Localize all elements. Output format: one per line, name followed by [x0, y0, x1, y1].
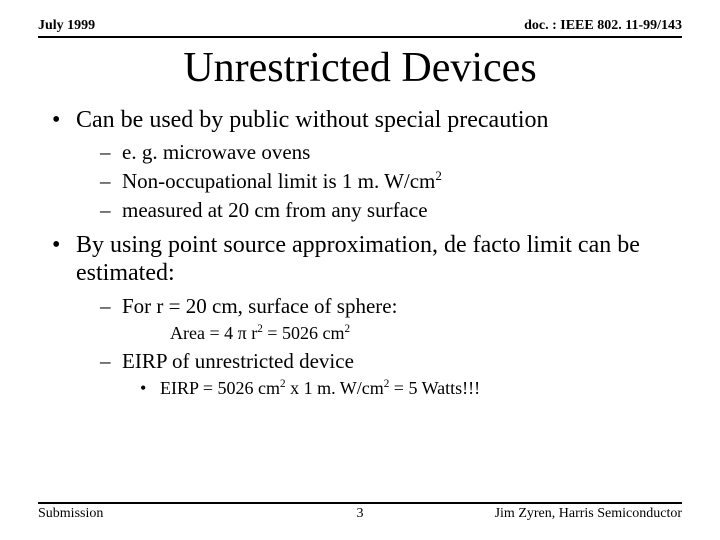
text-run: Area = 4 — [170, 323, 238, 343]
bullet-marker-dot: • — [52, 106, 76, 134]
slide-footer: 3 Submission Jim Zyren, Harris Semicondu… — [38, 502, 682, 522]
bullet-level2: – EIRP of unrestricted device — [100, 349, 676, 375]
bullet-level3: Area = 4 π r2 = 5026 cm2 — [148, 323, 676, 345]
pi-symbol: π — [238, 323, 247, 343]
bullet-marker-dot: • — [140, 378, 160, 400]
footer-divider — [38, 502, 682, 504]
superscript: 2 — [344, 323, 350, 335]
bullet-level2: – e. g. microwave ovens — [100, 140, 676, 166]
bullet-marker-dash: – — [100, 140, 122, 166]
text-run: = 5 Watts!!! — [389, 378, 480, 398]
bullet-text: Area = 4 π r2 = 5026 cm2 — [170, 323, 350, 345]
text-run: r — [247, 323, 258, 343]
bullet-level1: • Can be used by public without special … — [52, 106, 676, 134]
slide-header: July 1999 doc. : IEEE 802. 11-99/143 — [0, 0, 720, 36]
slide-content: • Can be used by public without special … — [0, 106, 720, 400]
bullet-text: measured at 20 cm from any surface — [122, 198, 428, 224]
text-run: x 1 m. W/cm — [286, 378, 384, 398]
bullet-marker-blank — [148, 323, 170, 345]
header-divider — [38, 36, 682, 38]
bullet-text: Can be used by public without special pr… — [76, 106, 549, 134]
header-doc-ref: doc. : IEEE 802. 11-99/143 — [524, 18, 682, 34]
bullet-marker-dash: – — [100, 349, 122, 375]
bullet-level1: • By using point source approximation, d… — [52, 231, 676, 288]
bullet-text: EIRP = 5026 cm2 x 1 m. W/cm2 = 5 Watts!!… — [160, 378, 480, 400]
text-run: = 5026 cm — [263, 323, 345, 343]
bullet-marker-dash: – — [100, 198, 122, 224]
bullet-text: Non-occupational limit is 1 m. W/cm2 — [122, 169, 442, 195]
bullet-marker-dash: – — [100, 169, 122, 195]
page-number: 3 — [38, 506, 682, 522]
bullet-level2: – For r = 20 cm, surface of sphere: — [100, 294, 676, 320]
bullet-level3: • EIRP = 5026 cm2 x 1 m. W/cm2 = 5 Watts… — [140, 378, 676, 400]
bullet-text: For r = 20 cm, surface of sphere: — [122, 294, 397, 320]
bullet-text: e. g. microwave ovens — [122, 140, 310, 166]
bullet-text: By using point source approximation, de … — [76, 231, 676, 288]
bullet-level2: – measured at 20 cm from any surface — [100, 198, 676, 224]
page-title: Unrestricted Devices — [0, 44, 720, 92]
bullet-text: EIRP of unrestricted device — [122, 349, 354, 375]
bullet-level2: – Non-occupational limit is 1 m. W/cm2 — [100, 169, 676, 195]
text-run: EIRP = 5026 cm — [160, 378, 280, 398]
bullet-marker-dot: • — [52, 231, 76, 288]
superscript: 2 — [435, 168, 442, 183]
header-date: July 1999 — [38, 18, 95, 34]
bullet-marker-dash: – — [100, 294, 122, 320]
text-run: Non-occupational limit is 1 m. W/cm — [122, 169, 435, 193]
